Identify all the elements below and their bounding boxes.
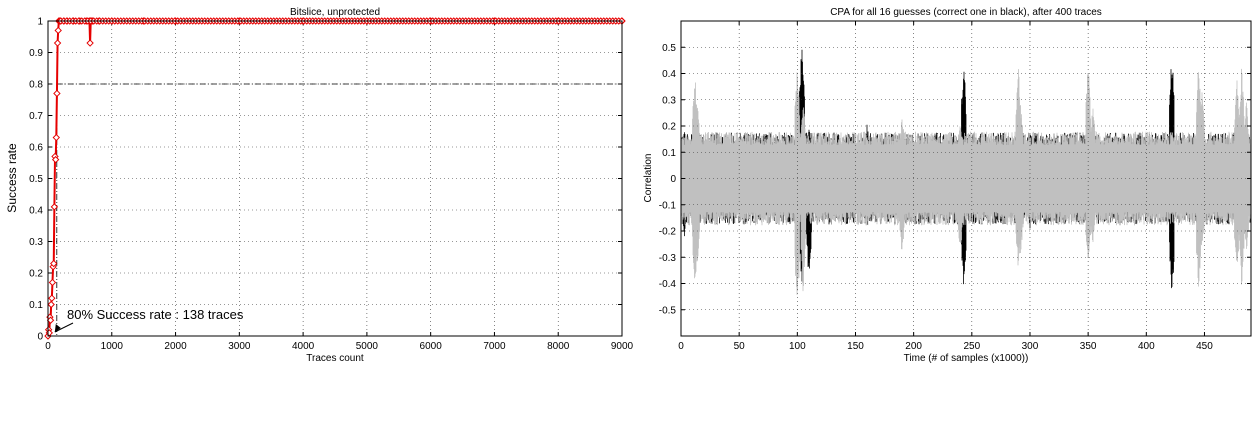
x-tick-label: 1000 (101, 341, 124, 352)
y-tick-label: -0.3 (659, 253, 677, 264)
y-tick-label: 0.3 (662, 95, 676, 106)
x-tick-label: 350 (1080, 341, 1097, 352)
y-tick-label: 0.1 (29, 300, 43, 311)
x-tick-label: 450 (1196, 341, 1213, 352)
success-rate-title: Bitslice, unprotected (290, 7, 380, 18)
y-tick-label: 0.5 (662, 43, 676, 54)
y-tick-label: 1 (37, 17, 43, 28)
success-rate-x-label: Traces count (306, 353, 364, 364)
success-rate-annotation-text: 80% Success rate : 138 traces (67, 307, 244, 322)
correlation-x-label: Time (# of samples (x1000)) (904, 353, 1029, 364)
y-tick-label: 0.2 (662, 122, 676, 133)
y-tick-label: 0.3 (29, 237, 43, 248)
x-tick-label: 4000 (292, 341, 315, 352)
y-tick-label: 0.6 (29, 143, 43, 154)
y-tick-label: 0.9 (29, 48, 43, 59)
x-tick-label: 150 (847, 341, 864, 352)
x-tick-label: 5000 (356, 341, 379, 352)
x-tick-label: 7000 (483, 341, 506, 352)
x-tick-label: 2000 (164, 341, 187, 352)
success-rate-chart: Bitslice, unprotected 0 0.1 0.2 0.3 0.4 0.5 0.… (5, 7, 634, 364)
y-tick-label: 0.4 (662, 69, 676, 80)
y-tick-label: -0.4 (659, 279, 677, 290)
x-tick-label: 100 (789, 341, 806, 352)
y-tick-label: 0.2 (29, 269, 43, 280)
x-tick-label: 250 (963, 341, 980, 352)
y-tick-label: 0.5 (29, 174, 43, 185)
y-tick-label: 0 (670, 174, 676, 185)
x-tick-label: 6000 (420, 341, 443, 352)
y-tick-label: 0.4 (29, 206, 43, 217)
y-tick-label: 0.1 (662, 148, 676, 159)
correlation-y-label: Correlation (643, 154, 654, 203)
success-rate-y-label: Success rate (5, 143, 19, 213)
x-tick-label: 3000 (228, 341, 251, 352)
y-tick-label: 0.8 (29, 80, 43, 91)
y-tick-label: -0.5 (659, 305, 677, 316)
y-tick-label: 0 (37, 332, 43, 343)
correlation-chart: CPA for all 16 guesses (correct one in b… (643, 7, 1251, 364)
x-tick-label: 0 (45, 341, 51, 352)
y-tick-label: -0.2 (659, 227, 677, 238)
x-tick-label: 400 (1138, 341, 1155, 352)
x-tick-label: 9000 (611, 341, 634, 352)
x-tick-label: 0 (678, 341, 684, 352)
x-tick-label: 200 (905, 341, 922, 352)
x-tick-label: 8000 (547, 341, 570, 352)
success-rate-plot-area (48, 21, 622, 336)
y-tick-label: 0.7 (29, 111, 43, 122)
y-tick-label: -0.1 (659, 200, 677, 211)
x-tick-label: 300 (1022, 341, 1039, 352)
correlation-title: CPA for all 16 guesses (correct one in b… (830, 7, 1102, 18)
x-tick-label: 50 (734, 341, 746, 352)
